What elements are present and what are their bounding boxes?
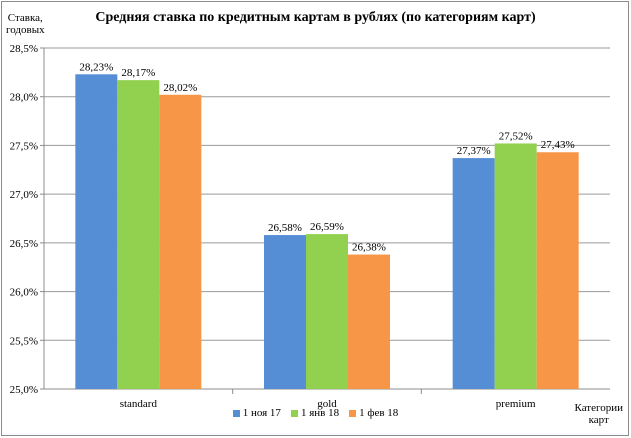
y-axis-label-line2: годовых — [6, 24, 45, 36]
y-tick-label: 27,5% — [10, 140, 38, 152]
bar — [494, 143, 537, 389]
y-tick-label: 28,0% — [10, 92, 38, 104]
bar — [306, 234, 348, 389]
y-tick-label: 25,0% — [10, 384, 38, 396]
legend-item-series-0: 1 ноя 17 — [232, 407, 281, 419]
y-tick-label: 28,5% — [10, 43, 38, 55]
bar — [264, 235, 306, 389]
legend-label-1: 1 янв 18 — [300, 407, 340, 419]
bar — [348, 254, 390, 389]
legend-swatch-0 — [232, 409, 240, 417]
data-label: 28,02% — [163, 82, 197, 94]
data-label: 28,23% — [79, 61, 113, 73]
x-axis-label-line2: карт — [588, 414, 609, 426]
chart-title: Средняя ставка по кредитным картам в руб… — [95, 10, 536, 25]
legend-label-0: 1 ноя 17 — [242, 407, 281, 419]
data-label: 27,37% — [457, 145, 491, 157]
x-axis-label: Категории карт — [575, 402, 624, 426]
data-label: 26,58% — [268, 222, 302, 234]
legend: 1 ноя 17 1 янв 18 1 фев 18 — [0, 407, 631, 419]
x-axis-label-line1: Категории — [574, 402, 624, 414]
data-label: 27,43% — [541, 139, 575, 151]
y-tick-label: 25,5% — [10, 335, 38, 347]
bar — [159, 94, 202, 389]
x-tick-label: premium — [496, 398, 536, 410]
legend-swatch-1 — [290, 409, 298, 417]
bar — [117, 80, 160, 389]
data-label: 27,52% — [499, 130, 533, 142]
data-label: 26,59% — [310, 221, 344, 233]
bar — [75, 74, 118, 389]
y-tick-label: 26,5% — [10, 238, 38, 250]
y-axis-label-line1: Ставка, — [7, 12, 43, 24]
data-label: 28,17% — [121, 67, 155, 79]
x-tick-label: gold — [317, 398, 337, 410]
x-tick-label: standard — [120, 398, 158, 410]
legend-item-series-1: 1 янв 18 — [290, 407, 340, 419]
legend-label-2: 1 фев 18 — [359, 407, 399, 419]
y-axis-label: Ставка, годовых — [6, 12, 45, 36]
bar — [452, 158, 495, 389]
legend-item-series-2: 1 фев 18 — [349, 407, 398, 419]
legend-swatch-2 — [349, 409, 357, 417]
y-tick-label: 27,0% — [10, 189, 38, 201]
data-label: 26,38% — [352, 242, 386, 254]
y-tick-label: 26,0% — [10, 287, 38, 299]
bar — [536, 152, 579, 389]
